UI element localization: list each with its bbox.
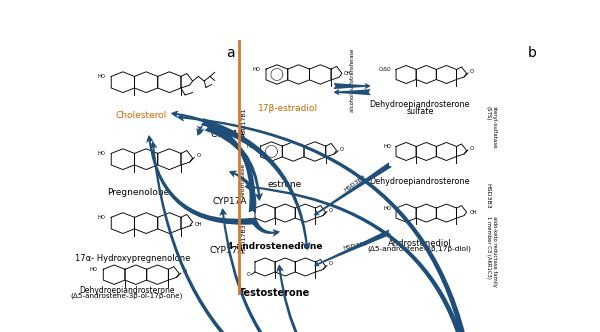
Text: estrone: estrone — [267, 180, 301, 189]
Text: b: b — [528, 46, 536, 60]
Text: CYP11A: CYP11A — [211, 130, 245, 139]
Text: (Δ5-androstene-3β-ol-17β-one): (Δ5-androstene-3β-ol-17β-one) — [71, 292, 183, 299]
Text: Aromatase: Aromatase — [241, 163, 247, 197]
Text: OH: OH — [194, 222, 202, 227]
Text: alcohol sulfotransferase: alcohol sulfotransferase — [350, 48, 355, 112]
Text: O: O — [183, 269, 187, 274]
Text: steryl-sulfatase
(STS): steryl-sulfatase (STS) — [486, 106, 497, 149]
Text: HO: HO — [383, 206, 391, 210]
Text: HSD3B2: HSD3B2 — [343, 241, 368, 251]
Text: 4-androstenedione: 4-androstenedione — [227, 242, 323, 251]
Text: O: O — [247, 218, 250, 223]
Text: HSD3B2: HSD3B2 — [344, 174, 368, 193]
Text: CYP17A: CYP17A — [213, 197, 247, 206]
Text: O: O — [329, 262, 333, 267]
Text: O: O — [340, 147, 344, 152]
Text: Dehydroepiandrosterone: Dehydroepiandrosterone — [370, 177, 470, 186]
Text: CYP17A: CYP17A — [209, 246, 244, 255]
Text: 17β-estradiol: 17β-estradiol — [258, 104, 318, 113]
Text: HO: HO — [98, 74, 106, 79]
Text: HO: HO — [98, 215, 106, 220]
Text: HSD17B1: HSD17B1 — [241, 108, 247, 137]
Text: HSD3B3: HSD3B3 — [486, 183, 491, 208]
Text: O: O — [247, 272, 250, 277]
Text: O: O — [329, 208, 333, 212]
Text: Dehydroepiandrosterone: Dehydroepiandrosterone — [370, 100, 470, 109]
Text: O: O — [197, 153, 200, 158]
Text: HO: HO — [383, 144, 391, 149]
Text: HO: HO — [252, 67, 260, 72]
Text: HO: HO — [247, 144, 254, 149]
Text: a: a — [226, 46, 235, 60]
Text: O: O — [470, 146, 474, 151]
Text: 17α- Hydroxypregnenolone: 17α- Hydroxypregnenolone — [76, 254, 191, 263]
Text: HO: HO — [90, 267, 98, 272]
Text: aldo-keto reductase family
1 member C3 (AKR1C3): aldo-keto reductase family 1 member C3 (… — [486, 216, 497, 287]
Text: OH: OH — [344, 71, 352, 76]
Text: (Δ5-androstene-3β,17β-diol): (Δ5-androstene-3β,17β-diol) — [368, 245, 472, 252]
Text: HSD17B3: HSD17B3 — [241, 224, 247, 253]
Text: HO: HO — [98, 151, 106, 156]
Text: OH: OH — [470, 209, 478, 214]
Text: sulfate: sulfate — [406, 107, 434, 116]
Text: Androstenediol: Androstenediol — [388, 238, 452, 247]
Text: Cholesterol: Cholesterol — [115, 111, 167, 120]
Text: O₃SO: O₃SO — [379, 67, 391, 72]
Text: Testosterone: Testosterone — [239, 288, 311, 298]
Text: O: O — [470, 69, 474, 74]
Text: Dehydroepiandrosterone: Dehydroepiandrosterone — [79, 286, 175, 295]
Text: Pregnenolone: Pregnenolone — [107, 189, 170, 198]
